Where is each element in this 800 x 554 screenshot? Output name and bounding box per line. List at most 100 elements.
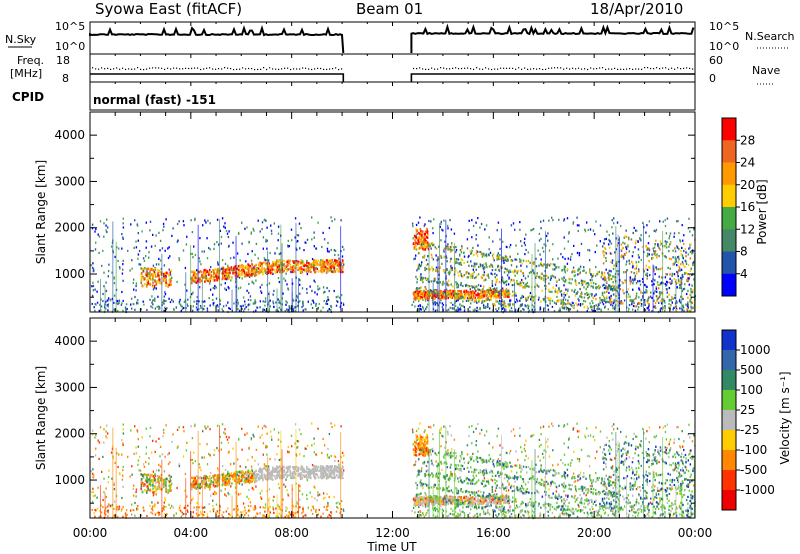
- power-cell: [117, 259, 119, 263]
- nave-dot: [149, 67, 151, 69]
- power-cell: [678, 258, 680, 261]
- power-cell: [479, 296, 482, 299]
- power-cell: [228, 277, 231, 280]
- power-cell: [551, 299, 554, 302]
- power-cell: [583, 296, 586, 299]
- power-cell: [473, 285, 476, 288]
- power-cell: [427, 280, 430, 283]
- power-cell: [576, 309, 579, 312]
- power-cell: [435, 254, 437, 257]
- power-cell: [584, 230, 587, 233]
- power-cell: [215, 275, 217, 278]
- velocity-cell: [105, 495, 108, 499]
- power-cell: [146, 270, 148, 273]
- power-cell: [216, 304, 219, 307]
- power-cell: [412, 300, 415, 303]
- velocity-cell: [209, 494, 212, 497]
- power-cell: [562, 256, 564, 259]
- power-cell: [425, 244, 428, 247]
- power-cell: [224, 262, 227, 265]
- power-cell: [145, 271, 148, 274]
- power-cell: [269, 271, 272, 275]
- power-cell: [227, 277, 229, 280]
- velocity-cell: [443, 425, 445, 428]
- power-cell: [274, 271, 277, 274]
- freq-label-1: Freq.: [17, 54, 44, 67]
- nave-dot: [422, 68, 424, 70]
- power-cell: [441, 293, 444, 296]
- nave-dot: [647, 67, 649, 69]
- power-cell: [219, 229, 221, 232]
- velocity-cell: [450, 470, 452, 474]
- power-cell: [657, 244, 659, 247]
- beam-title: Beam 01: [356, 0, 423, 18]
- power-cell: [530, 270, 532, 274]
- power-streak: [439, 223, 440, 312]
- power-cell: [252, 302, 255, 305]
- power-cell: [326, 259, 328, 262]
- power-cell: [164, 276, 166, 279]
- power-cell: [98, 309, 100, 312]
- power-cell: [209, 282, 211, 285]
- velocity-cell: [586, 427, 588, 430]
- nave-dot: [485, 67, 487, 69]
- nave-dot: [671, 67, 673, 69]
- power-cell: [611, 289, 614, 292]
- power-cell: [439, 292, 442, 295]
- power-cell: [303, 262, 305, 265]
- velocity-cell: [290, 434, 293, 437]
- power-cell: [481, 301, 484, 304]
- power-streak: [531, 253, 533, 312]
- power-cell: [449, 290, 451, 294]
- nave-dot: [323, 68, 325, 70]
- power-cell: [627, 296, 629, 299]
- power-cell: [503, 300, 505, 303]
- velocity-cell: [130, 509, 132, 512]
- power-cell: [448, 308, 450, 311]
- power-cell: [334, 260, 336, 264]
- power-cell: [454, 305, 457, 307]
- velocity-cell: [432, 464, 435, 467]
- power-cell: [576, 224, 579, 227]
- power-streak: [201, 275, 203, 312]
- nsearch-label: N.Search: [745, 30, 795, 43]
- power-cell: [535, 295, 537, 298]
- power-cell: [616, 244, 619, 247]
- power-cell: [690, 287, 692, 291]
- power-cell: [196, 302, 198, 306]
- power-cell: [631, 260, 633, 263]
- power-cell: [473, 296, 475, 300]
- power-cell: [261, 283, 263, 286]
- nave-dot: [101, 67, 103, 69]
- power-cell: [122, 222, 124, 225]
- power-cell: [613, 288, 615, 291]
- power-cell: [464, 294, 467, 297]
- nave-dot: [653, 68, 655, 70]
- power-cell: [523, 308, 525, 311]
- velocity-scatter: [90, 422, 696, 520]
- power-cell: [306, 291, 308, 294]
- power-cell: [514, 270, 516, 273]
- power-cell: [666, 273, 668, 276]
- power-cell: [163, 302, 165, 305]
- power-cell: [543, 274, 545, 277]
- power-cell: [525, 305, 527, 308]
- power-cell: [669, 267, 671, 270]
- power-cell: [521, 272, 524, 275]
- power-cell: [583, 299, 585, 302]
- power-cell: [287, 287, 289, 290]
- power-cell: [142, 270, 145, 273]
- power-cell: [457, 271, 459, 274]
- nave-dot: [545, 68, 547, 70]
- power-cell: [162, 301, 164, 304]
- power-cell: [519, 258, 521, 261]
- power-cell: [475, 250, 478, 253]
- power-cell: [162, 229, 164, 232]
- power-cell: [296, 262, 299, 265]
- power-cell: [627, 310, 630, 313]
- nave-dot: [488, 68, 490, 70]
- power-cell: [575, 292, 578, 295]
- power-cell: [512, 222, 515, 225]
- power-cell: [228, 275, 231, 278]
- power-cell: [327, 309, 329, 312]
